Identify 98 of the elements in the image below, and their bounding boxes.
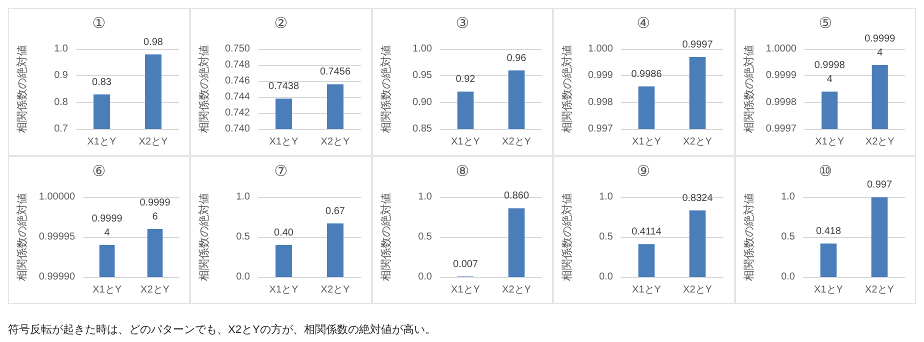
y-tick-label: 1.0 — [418, 192, 432, 202]
x-tick-label: X1とY — [451, 284, 480, 296]
y-tick-label: 0.9999 — [766, 70, 797, 82]
y-tick-label: 0.0 — [780, 272, 796, 282]
y-tick-label: 0.746 — [224, 76, 250, 86]
y-axis-title: 相関係数の絶対値 — [16, 193, 28, 281]
data-label: 0.4114 — [632, 226, 662, 238]
y-tick-label: 0.748 — [224, 60, 250, 70]
y-axis-title: 相関係数の絶対値 — [198, 45, 210, 133]
x-tick-label: X1とY — [269, 284, 299, 296]
chart-title: ③ — [456, 15, 470, 32]
x-tick-label: X2とY — [864, 284, 894, 296]
x-tick-label: X2とY — [502, 136, 532, 148]
y-tick-label: 0.9997 — [766, 124, 797, 134]
data-label: 0.7456 — [320, 66, 351, 78]
y-axis-title: 相関係数の絶対値 — [742, 45, 756, 133]
chart-title: ⑧ — [456, 163, 470, 180]
y-tick-label: 1.00000 — [38, 192, 76, 202]
y-tick-label: 1.0 — [54, 44, 68, 54]
x-tick-label: X2とY — [683, 136, 713, 148]
y-tick-label: 0.5 — [599, 232, 614, 242]
chart-title: ⑨ — [637, 163, 651, 180]
data-label: 0.418 — [816, 226, 842, 238]
x-tick-label: X1とY — [814, 136, 844, 148]
data-label: 0.9997 — [682, 40, 714, 50]
x-tick-label: X1とY — [269, 136, 299, 148]
data-label: 0.99994 — [92, 214, 123, 238]
y-tick-label: 0.0 — [236, 272, 250, 282]
y-tick-label: 0.7 — [54, 124, 68, 134]
y-tick-label: 0.0 — [418, 272, 432, 282]
x-tick-label: X1とY — [87, 136, 117, 148]
y-tick-label: 0.95 — [412, 70, 432, 82]
y-axis-title: 相関係数の絶対値 — [560, 193, 574, 281]
y-tick-label: 0.9 — [54, 70, 68, 82]
y-tick-label: 0.998 — [588, 96, 614, 108]
y-tick-label: 0.744 — [224, 92, 250, 102]
data-label: 0.92 — [456, 74, 476, 86]
data-label: 0.40 — [274, 228, 294, 238]
x-tick-label: X2とY — [138, 136, 168, 148]
y-tick-label: 0.750 — [224, 44, 250, 54]
y-tick-label: 0.5 — [780, 232, 796, 242]
x-tick-label: X1とY — [632, 136, 662, 148]
x-tick-label: X1とY — [632, 284, 662, 296]
data-label: 0.007 — [452, 258, 478, 270]
data-label: 0.96 — [506, 52, 527, 64]
y-tick-label: 0.85 — [412, 124, 432, 134]
data-label: 0.860 — [504, 190, 530, 202]
data-label: 0.98 — [144, 36, 164, 48]
x-tick-label: X1とY — [92, 284, 122, 296]
x-tick-label: X2とY — [320, 136, 350, 148]
y-tick-label: 0.99995 — [38, 232, 76, 242]
chart-title: ⑥ — [92, 163, 106, 180]
y-axis-title: 相関係数の絶対値 — [380, 193, 392, 281]
data-label: 0.8324 — [682, 192, 714, 204]
data-label: 0.67 — [326, 206, 346, 217]
data-label: 0.9986 — [632, 68, 663, 80]
y-axis-title: 相関係数の絶対値 — [560, 45, 574, 133]
y-tick-label: 0.8 — [54, 96, 68, 108]
y-tick-label: 0.5 — [418, 232, 432, 242]
y-tick-label: 0.0 — [599, 272, 614, 282]
y-tick-label: 0.99990 — [38, 272, 76, 282]
x-tick-label: X2とY — [320, 284, 350, 296]
x-tick-label: X2とY — [865, 136, 894, 148]
chart-title: ⑦ — [274, 163, 288, 180]
x-tick-label: X2とY — [683, 284, 713, 296]
data-label: 0.7438 — [268, 81, 300, 92]
y-axis-title: 相関係数の絶対値 — [198, 193, 210, 281]
y-tick-label: 1.0 — [599, 192, 614, 202]
y-tick-label: 0.997 — [588, 124, 614, 134]
data-label: 0.997 — [866, 180, 892, 191]
x-tick-label: X1とY — [814, 284, 843, 296]
x-tick-label: X1とY — [451, 136, 480, 148]
chart-title: ⑤ — [818, 15, 832, 32]
y-tick-label: 0.999 — [588, 70, 614, 82]
x-tick-label: X2とY — [140, 284, 170, 296]
y-tick-label: 1.0 — [236, 192, 250, 202]
y-tick-label: 0.5 — [236, 232, 250, 242]
text: 符号反転が起きた時は、どのパターンでも、X2とYの方が、相関係数の絶対値が高い。 — [8, 322, 437, 337]
data-label: 0.83 — [92, 76, 112, 88]
y-axis-title: 相関係数の絶対値 — [16, 45, 28, 133]
data-label: 0.99984 — [814, 60, 845, 86]
y-tick-label: 1.0 — [780, 192, 796, 202]
x-tick-label: X2とY — [502, 284, 532, 296]
y-tick-label: 1.00 — [412, 44, 432, 54]
y-axis-title: 相関係数の絶対値 — [742, 193, 756, 281]
chart-title: ⑩ — [818, 163, 832, 180]
y-tick-label: 0.740 — [224, 124, 250, 134]
data-label: 0.99996 — [140, 198, 171, 222]
y-tick-label: 1.000 — [588, 44, 614, 54]
chart-title: ② — [274, 15, 288, 32]
data-label: 0.99994 — [864, 34, 896, 58]
chart-title: ④ — [637, 15, 651, 32]
y-axis-title: 相関係数の絶対値 — [380, 45, 392, 133]
y-tick-label: 0.742 — [224, 108, 250, 118]
y-tick-label: 0.90 — [412, 96, 432, 108]
chart-title: ① — [92, 15, 106, 32]
y-tick-label: 1.0000 — [766, 44, 797, 54]
y-tick-label: 0.9998 — [766, 96, 797, 108]
